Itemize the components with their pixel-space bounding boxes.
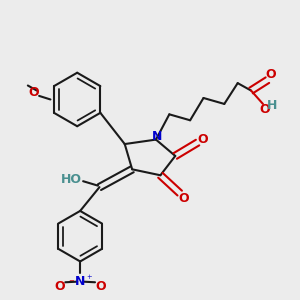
Text: O: O <box>198 133 208 146</box>
Text: H: H <box>267 99 278 112</box>
Text: O: O <box>265 68 276 81</box>
Text: O: O <box>54 280 65 293</box>
Text: O: O <box>28 86 39 99</box>
Text: N: N <box>152 130 163 142</box>
Text: O: O <box>96 280 106 293</box>
Text: O: O <box>179 192 190 205</box>
Text: $^+$: $^+$ <box>85 274 94 284</box>
Text: $^-$: $^-$ <box>67 278 75 288</box>
Text: O: O <box>259 103 270 116</box>
Text: HO: HO <box>61 173 82 186</box>
Text: N: N <box>75 275 85 288</box>
